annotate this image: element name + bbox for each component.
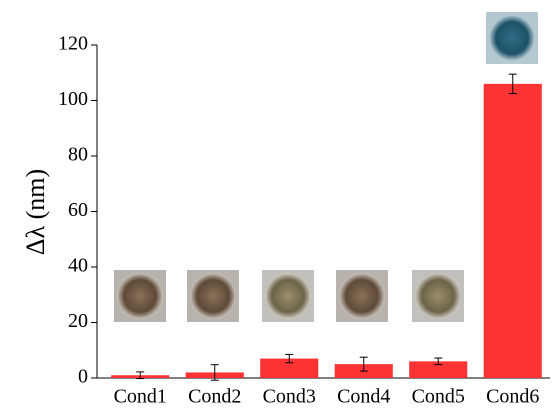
y-tick-label: 40 (68, 255, 88, 277)
x-tick-label: Cond4 (337, 386, 390, 408)
well (265, 273, 311, 319)
y-tick-label: 120 (58, 33, 88, 55)
x-tick-label: Cond1 (114, 386, 167, 408)
bar (484, 84, 542, 378)
y-tick-label: 80 (68, 144, 88, 166)
page: Δλ (nm) 0 20 40 60 80 100 120 Cond1 Cond2 Cond3 Co… (0, 0, 554, 409)
x-tick-label: Cond6 (486, 386, 539, 408)
well (489, 15, 535, 61)
well (415, 273, 461, 319)
well (190, 273, 236, 319)
x-tick-label: Cond2 (188, 386, 241, 408)
y-tick-label: 60 (68, 199, 88, 221)
well (339, 273, 385, 319)
y-tick-label: 0 (78, 366, 88, 388)
x-tick-label: Cond5 (412, 386, 465, 408)
y-tick-label: 20 (68, 310, 88, 332)
y-axis-label: Δλ (nm) (21, 169, 50, 255)
well (117, 273, 163, 319)
well-photos (114, 12, 538, 322)
chart: Δλ (nm) 0 20 40 60 80 100 120 Cond1 Cond2 Cond3 Co… (0, 0, 554, 409)
x-tick-label: Cond3 (263, 386, 316, 408)
y-tick-label: 100 (58, 88, 88, 110)
